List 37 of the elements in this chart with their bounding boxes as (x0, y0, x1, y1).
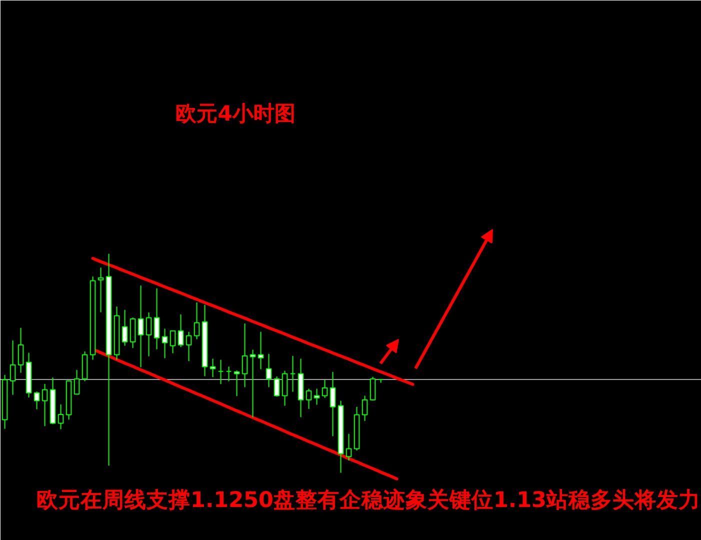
candlestick (370, 376, 376, 402)
candlestick (226, 366, 232, 382)
candlestick (210, 358, 216, 378)
candlestick (162, 328, 168, 359)
candlestick (258, 331, 264, 370)
candlestick (234, 370, 240, 397)
candlestick (242, 322, 248, 388)
candlestick (266, 353, 272, 388)
candlestick (74, 369, 80, 395)
candlestick (186, 331, 192, 362)
candlestick (178, 314, 184, 348)
candlestick (314, 388, 320, 406)
candlestick (218, 359, 224, 385)
candlestick (306, 388, 312, 410)
text: 欧元在周线支撑1.1250盘整有企稳迹象关键位1.13站稳多头将发力 (36, 487, 701, 513)
candlestick (290, 355, 296, 392)
candlestick (194, 302, 200, 340)
candlestick (98, 267, 104, 313)
candlestick (154, 288, 160, 350)
candlestick (378, 379, 384, 384)
candlestick (58, 404, 64, 430)
candlestick (146, 312, 152, 357)
candlestick (322, 379, 328, 398)
candlestick (138, 285, 144, 368)
candlestick (10, 340, 16, 396)
chart-title: 欧元4小时图 (176, 102, 296, 126)
candlestick (122, 309, 128, 346)
candlestick (42, 383, 48, 427)
candlestick (170, 330, 176, 354)
candlestick (34, 391, 40, 410)
candlestick (18, 327, 24, 374)
candlestick (362, 395, 368, 422)
candlestick (274, 376, 280, 398)
candlestick (282, 370, 288, 406)
candlestick (130, 317, 136, 348)
candlestick (346, 433, 352, 462)
candlestick (330, 371, 336, 437)
